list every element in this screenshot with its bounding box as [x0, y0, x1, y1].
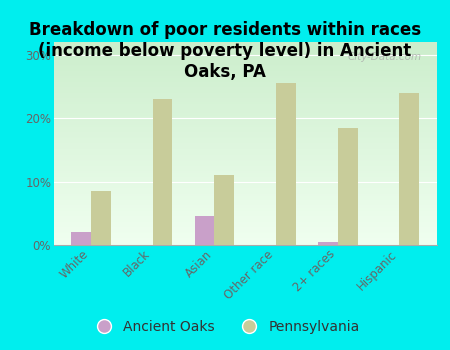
Bar: [71, 232, 91, 245]
Bar: [91, 191, 111, 245]
Bar: [276, 83, 296, 245]
Bar: [214, 175, 234, 245]
Bar: [153, 99, 172, 245]
Bar: [195, 216, 214, 245]
Legend: Ancient Oaks, Pennsylvania: Ancient Oaks, Pennsylvania: [84, 314, 366, 340]
Bar: [400, 93, 419, 245]
Text: Breakdown of poor residents within races
(income below poverty level) in Ancient: Breakdown of poor residents within races…: [29, 21, 421, 80]
Bar: [318, 242, 338, 245]
Text: City-Data.com: City-Data.com: [347, 52, 421, 62]
Bar: [338, 128, 358, 245]
